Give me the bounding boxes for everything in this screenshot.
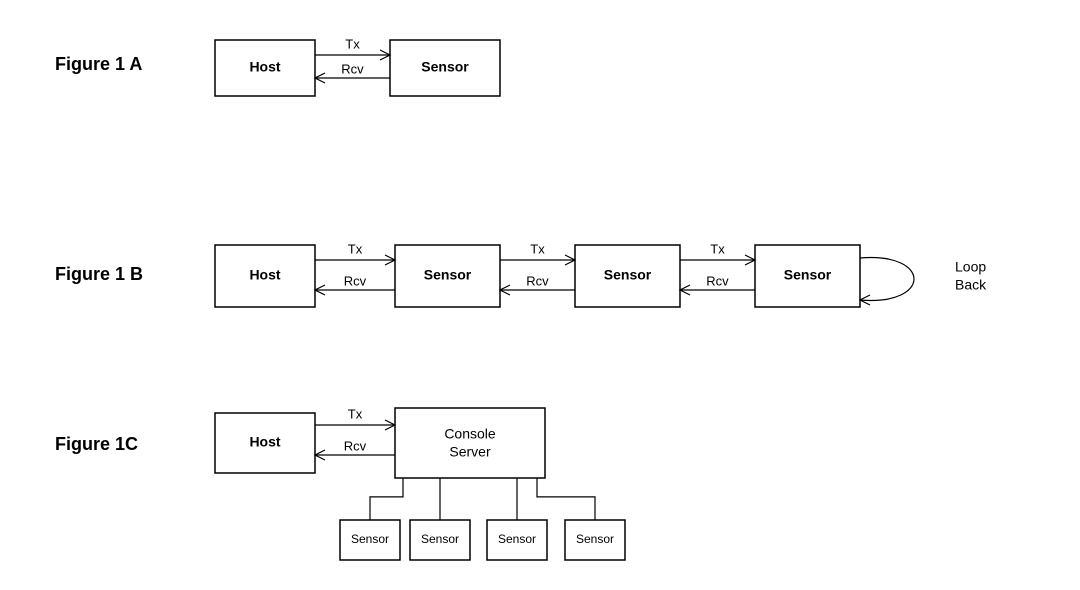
figure-label: Figure 1 B (55, 264, 143, 284)
diagram-node-label: Sensor (604, 267, 652, 283)
diagram-edge-label: Tx (345, 36, 360, 51)
diagram-edge-label: Tx (348, 241, 363, 256)
diagram-node-label: Sensor (784, 267, 832, 283)
loopback-edge (860, 258, 914, 301)
figure-label: Figure 1 A (55, 54, 142, 74)
loopback-label: Loop (955, 259, 986, 275)
diagram-edge-label: Rcv (344, 273, 367, 288)
loopback-label: Back (955, 277, 987, 293)
diagram-drop-edge (370, 478, 403, 520)
diagram-node-label: Host (249, 434, 280, 450)
diagram-node-label: Console (444, 426, 496, 442)
diagram-node-label: Host (249, 59, 280, 75)
diagram-node-label: Sensor (421, 532, 459, 546)
diagram-edge-label: Tx (530, 241, 545, 256)
diagram-edge-label: Rcv (706, 273, 729, 288)
diagram-edge-label: Rcv (526, 273, 549, 288)
diagram-node-label: Server (449, 444, 491, 460)
diagram-edge-label: Rcv (341, 61, 364, 76)
diagram-edge-label: Tx (348, 406, 363, 421)
diagram-drop-edge (537, 478, 595, 520)
diagram-node-label: Sensor (576, 532, 614, 546)
diagram-node-label: Sensor (351, 532, 389, 546)
diagram-node-label: Sensor (424, 267, 472, 283)
diagram-edge-label: Tx (710, 241, 725, 256)
figure-label: Figure 1C (55, 434, 138, 454)
diagram-node-label: Host (249, 267, 280, 283)
diagram-node-label: Sensor (421, 59, 469, 75)
diagram-node-label: Sensor (498, 532, 536, 546)
diagram-edge-label: Rcv (344, 438, 367, 453)
